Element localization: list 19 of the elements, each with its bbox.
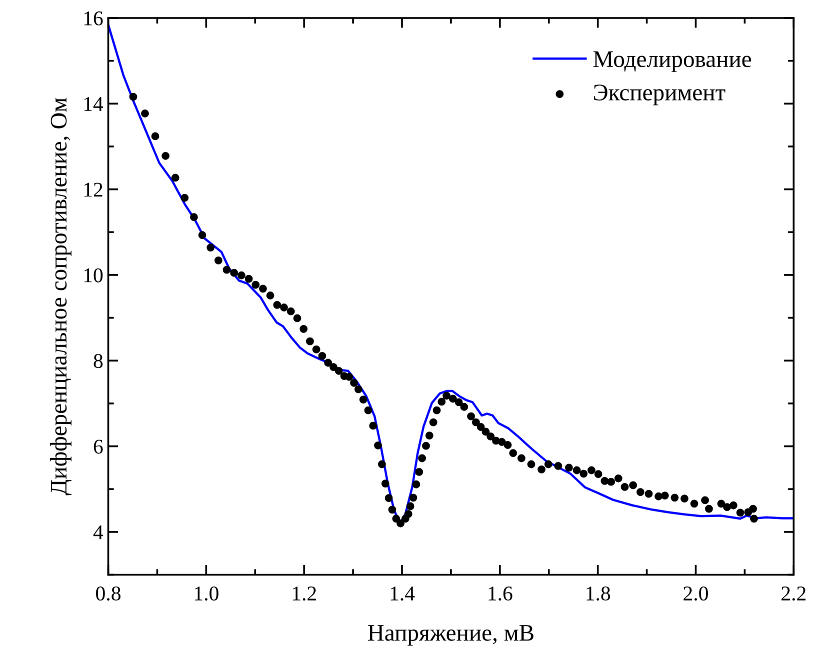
x-tick-label: 1.8 [586, 586, 610, 601]
x-tick-label: 1.0 [194, 586, 218, 601]
x-tick-label: 1.2 [292, 586, 316, 601]
y-tick-label: 10 [84, 268, 103, 282]
y-tick-label: 4 [93, 525, 104, 540]
y-tick-label: 12 [84, 182, 102, 197]
x-tick-label: 1.4 [390, 586, 415, 601]
y-tick-label: 16 [84, 11, 103, 26]
legend-label: Эксперимент [594, 84, 726, 106]
legend-label: Моделирование [593, 51, 752, 72]
x-tick-label: 2.0 [684, 586, 708, 601]
x-tick-label: 0.8 [96, 586, 120, 601]
y-axis-title: Дифференциальное сопротивление, Ом [50, 98, 72, 496]
x-axis-title: Напряжение, мВ [368, 625, 534, 646]
x-tick-label: 2.2 [782, 586, 806, 601]
y-tick-label: 8 [94, 354, 103, 368]
y-tick-label: 6 [94, 440, 103, 454]
y-tick-label: 14 [84, 97, 104, 111]
x-tick-label: 1.6 [488, 586, 512, 601]
